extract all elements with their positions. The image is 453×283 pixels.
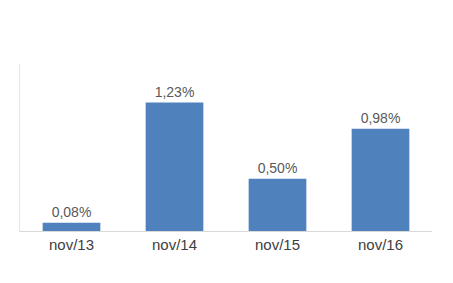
svg-text:1,23%: 1,23% <box>155 84 195 100</box>
svg-text:nov/16: nov/16 <box>358 236 403 253</box>
svg-text:nov/13: nov/13 <box>49 236 94 253</box>
svg-text:nov/14: nov/14 <box>152 236 197 253</box>
svg-text:0,98%: 0,98% <box>361 110 401 126</box>
svg-text:nov/15: nov/15 <box>255 236 300 253</box>
svg-text:0,08%: 0,08% <box>52 204 92 220</box>
svg-text:0,50%: 0,50% <box>258 160 298 176</box>
